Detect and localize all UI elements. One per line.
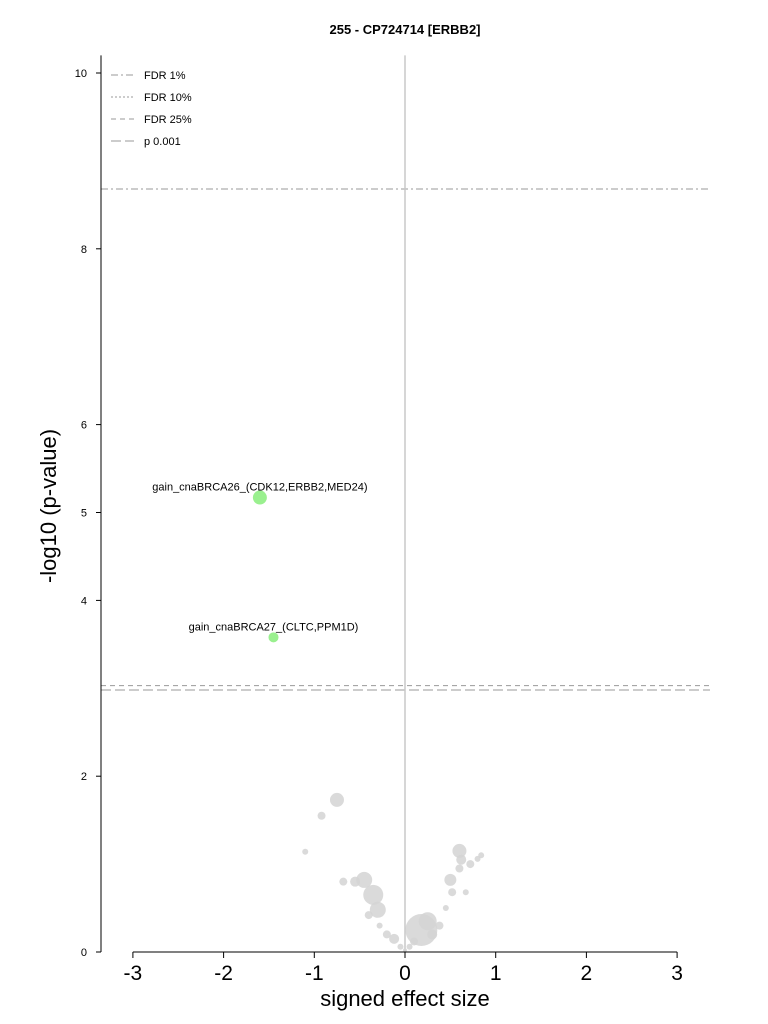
highlighted-point bbox=[252, 490, 267, 505]
data-point bbox=[339, 877, 348, 886]
x-ticks: -3 -2 -1 0 1 2 3 bbox=[124, 952, 683, 985]
x-axis-label: signed effect size bbox=[320, 986, 490, 1011]
point-label: gain_cnaBRCA26_(CDK12,ERBB2,MED24) bbox=[152, 482, 367, 494]
data-point bbox=[462, 889, 469, 896]
y-tick-label: 10 bbox=[75, 68, 87, 80]
data-point bbox=[356, 871, 373, 888]
axes: 0 2 4 5 6 8 10 -3 -2 -1 0 1 2 3 bbox=[75, 55, 683, 985]
y-tick-label: 2 bbox=[81, 771, 87, 783]
x-tick-label: -3 bbox=[124, 962, 143, 985]
data-point bbox=[442, 905, 449, 912]
data-point bbox=[452, 843, 467, 858]
data-point bbox=[435, 921, 444, 930]
data-point bbox=[456, 854, 467, 865]
data-point bbox=[389, 933, 400, 944]
data-point bbox=[478, 852, 485, 859]
highlighted-point bbox=[268, 632, 279, 643]
x-tick-label: 0 bbox=[399, 962, 411, 985]
x-tick-label: 1 bbox=[490, 962, 502, 985]
legend: FDR 1% FDR 10% FDR 25% p 0.001 bbox=[111, 70, 192, 148]
point-label: gain_cnaBRCA27_(CLTC,PPM1D) bbox=[189, 621, 359, 633]
y-tick-label: 5 bbox=[81, 508, 87, 520]
data-point bbox=[455, 864, 464, 873]
data-point bbox=[406, 943, 413, 950]
data-point bbox=[382, 930, 391, 939]
legend-label: FDR 25% bbox=[144, 114, 192, 126]
background-points bbox=[302, 792, 485, 953]
data-point bbox=[444, 873, 457, 886]
legend-label: p 0.001 bbox=[144, 136, 181, 148]
data-point bbox=[427, 929, 438, 940]
y-tick-label: 4 bbox=[81, 595, 87, 607]
data-point bbox=[364, 911, 373, 920]
data-point bbox=[403, 948, 407, 953]
data-point bbox=[376, 922, 383, 929]
x-tick-label: 3 bbox=[671, 962, 683, 985]
legend-label: FDR 10% bbox=[144, 92, 192, 104]
x-tick-label: -2 bbox=[214, 962, 233, 985]
data-point bbox=[363, 884, 384, 905]
data-point bbox=[329, 792, 344, 807]
chart-title: 255 - CP724714 [ERBB2] bbox=[329, 22, 480, 37]
x-tick-label: -1 bbox=[305, 962, 324, 985]
data-point bbox=[448, 888, 457, 897]
x-tick-label: 2 bbox=[581, 962, 593, 985]
data-point bbox=[397, 943, 404, 950]
data-point bbox=[418, 912, 437, 931]
y-tick-label: 0 bbox=[81, 947, 87, 959]
y-axis-label: -log10 (p-value) bbox=[36, 429, 61, 583]
data-point bbox=[317, 811, 326, 820]
y-tick-label: 8 bbox=[81, 244, 87, 256]
data-point bbox=[369, 901, 386, 918]
data-point bbox=[466, 860, 475, 869]
data-point bbox=[350, 876, 361, 887]
y-tick-label: 6 bbox=[81, 420, 87, 432]
legend-label: FDR 1% bbox=[144, 70, 186, 82]
y-ticks: 0 2 4 5 6 8 10 bbox=[75, 68, 101, 959]
highlighted-points: gain_cnaBRCA26_(CDK12,ERBB2,MED24) gain_c… bbox=[152, 482, 367, 643]
data-point bbox=[302, 848, 309, 855]
